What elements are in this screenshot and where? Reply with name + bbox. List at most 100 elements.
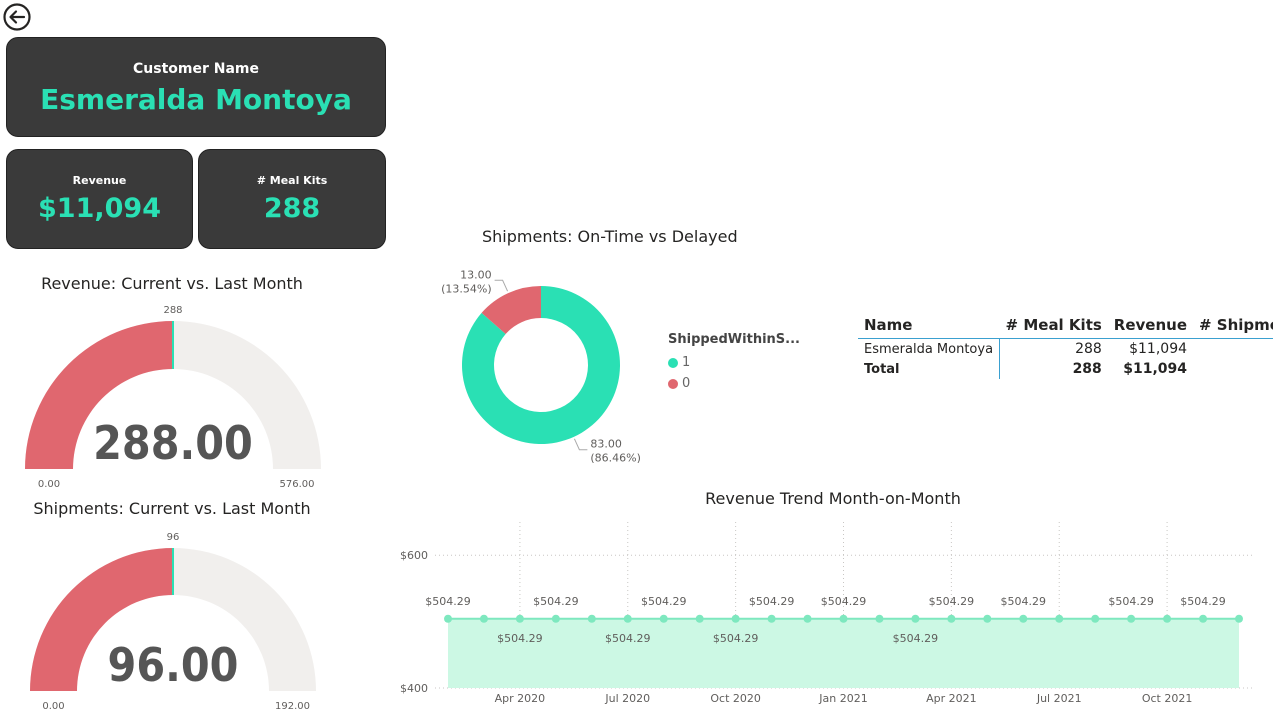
legend-dot-1 — [668, 357, 678, 368]
total-meal-kits: 288 — [1072, 361, 1102, 377]
trend-point — [551, 614, 560, 623]
x-tick-label: Apr 2020 — [495, 692, 546, 705]
trend-data-label: $504.29 — [641, 595, 687, 608]
gauge-value-arc — [25, 321, 173, 469]
legend-item-0[interactable]: 0 — [668, 376, 800, 391]
shipments-gauge-title: Shipments: Current vs. Last Month — [33, 499, 311, 518]
x-tick-label: Oct 2020 — [710, 692, 761, 705]
trend-point — [1019, 614, 1028, 623]
trend-data-label: $504.29 — [1108, 595, 1154, 608]
revenue-label: Revenue — [72, 174, 127, 187]
trend-point — [839, 614, 848, 623]
x-tick-label: Jul 2020 — [604, 692, 650, 705]
trend-point — [731, 614, 740, 623]
trend-point — [515, 614, 524, 623]
shipments-gauge[interactable]: 96 96.00 0.00 192.00 — [0, 525, 344, 710]
donut-leader-line-0 — [494, 279, 509, 292]
trend-point — [911, 614, 920, 623]
column-header-shipments[interactable]: # Shipments — [1193, 312, 1273, 339]
table-row[interactable]: Esmeralda Montoya 288 $11,094 96 — [858, 338, 1273, 360]
trend-data-label: $504.29 — [1180, 595, 1226, 608]
gauge-min-label: 0.00 — [38, 479, 60, 490]
table-header-row: Name # Meal Kits Revenue # Shipments — [858, 312, 1273, 339]
revenue-trend-chart[interactable]: $600 $400 Apr 2020 Jul 2020 Oct 2020 Jan 2021… — [390, 512, 1266, 710]
gauge-target-label: 96 — [167, 532, 180, 543]
trend-point — [947, 614, 956, 623]
gauge-max-label: 576.00 — [280, 479, 315, 490]
legend-label-1: 1 — [682, 355, 691, 370]
donut-slice-1 — [462, 286, 620, 444]
cell-meal-kits: 288 — [1075, 341, 1102, 357]
trend-point — [1127, 614, 1136, 623]
total-revenue: $11,094 — [1123, 361, 1188, 377]
column-header-name[interactable]: Name — [858, 312, 1000, 339]
cell-shipments: 96 — [1193, 339, 1273, 360]
trend-data-label: $504.29 — [605, 632, 651, 645]
on-time-donut-chart[interactable]: 83.00(86.46%) 13.00(13.54%) — [430, 255, 670, 470]
trend-point — [1091, 614, 1100, 623]
donut-value-label-0: 13.00 — [460, 268, 492, 281]
gauge-value-label: 96.00 — [108, 638, 239, 692]
trend-point — [1055, 614, 1064, 623]
trend-point — [875, 614, 884, 623]
gauge-value-arc — [30, 548, 173, 691]
customer-name-value: Esmeralda Montoya — [40, 83, 352, 116]
cell-name: Esmeralda Montoya — [858, 338, 1001, 359]
trend-point — [444, 614, 452, 623]
trend-data-label: $504.29 — [821, 595, 867, 608]
legend-title: ShippedWithinS... — [668, 332, 800, 347]
meal-kits-card: # Meal Kits 288 — [198, 149, 386, 249]
donut-legend: ShippedWithinS... 1 0 — [668, 332, 800, 397]
trend-point — [479, 614, 488, 623]
table-total-row: Total 288 $11,094 96 — [858, 359, 1273, 379]
gauge-value-label: 288.00 — [93, 416, 253, 470]
total-label: Total — [858, 359, 1001, 379]
donut-value-label-1: 83.00 — [590, 438, 622, 451]
trend-point — [587, 614, 596, 623]
cell-revenue: $11,094 — [1129, 341, 1188, 357]
donut-pct-label-0: (13.54%) — [441, 282, 492, 295]
trend-data-label: $504.29 — [929, 595, 975, 608]
trend-data-label: $504.29 — [533, 595, 579, 608]
trend-data-label: $504.29 — [749, 595, 795, 608]
trend-point — [695, 614, 704, 623]
x-tick-label: Jan 2021 — [818, 692, 867, 705]
legend-item-1[interactable]: 1 — [668, 355, 800, 370]
back-arrow-icon[interactable] — [2, 2, 32, 32]
revenue-gauge[interactable]: 288 288.00 0.00 576.00 — [0, 300, 344, 495]
customer-name-label: Customer Name — [133, 61, 259, 77]
donut-leader-line-1 — [573, 438, 588, 451]
customer-matrix-table: Name # Meal Kits Revenue # Shipments Esm… — [858, 312, 1273, 379]
gauge-max-label: 192.00 — [275, 701, 310, 710]
meal-kits-value: 288 — [263, 193, 321, 224]
meal-kits-label: # Meal Kits — [256, 174, 328, 187]
column-header-revenue[interactable]: Revenue — [1107, 312, 1194, 339]
trend-point — [767, 614, 776, 623]
trend-area — [448, 618, 1239, 688]
trend-point — [623, 614, 632, 623]
trend-data-label: $504.29 — [893, 632, 939, 645]
total-shipments: 96 — [1193, 359, 1273, 379]
trend-data-label: $504.29 — [497, 632, 542, 645]
trend-point — [983, 614, 992, 623]
donut-title: Shipments: On-Time vs Delayed — [482, 227, 738, 246]
trend-point — [659, 614, 668, 623]
customer-name-card: Customer Name Esmeralda Montoya — [6, 37, 386, 137]
trend-point — [1199, 614, 1208, 623]
x-tick-label: Oct 2021 — [1142, 692, 1193, 705]
trend-point — [1163, 614, 1172, 623]
legend-label-0: 0 — [682, 376, 691, 391]
trend-data-label: $504.29 — [1001, 595, 1047, 608]
x-tick-label: Jul 2021 — [1036, 692, 1082, 705]
y-tick-label: $600 — [400, 549, 428, 562]
legend-dot-0 — [668, 378, 678, 389]
column-header-meal-kits[interactable]: # Meal Kits — [999, 312, 1108, 339]
x-tick-label: Apr 2021 — [926, 692, 977, 705]
donut-slice-0 — [481, 286, 541, 335]
revenue-card: Revenue $11,094 — [6, 149, 193, 249]
trend-data-label: $504.29 — [713, 632, 759, 645]
trend-chart-title: Revenue Trend Month-on-Month — [705, 489, 961, 508]
revenue-gauge-title: Revenue: Current vs. Last Month — [41, 274, 303, 293]
gauge-target-label: 288 — [163, 305, 182, 316]
y-tick-label: $400 — [400, 682, 428, 695]
